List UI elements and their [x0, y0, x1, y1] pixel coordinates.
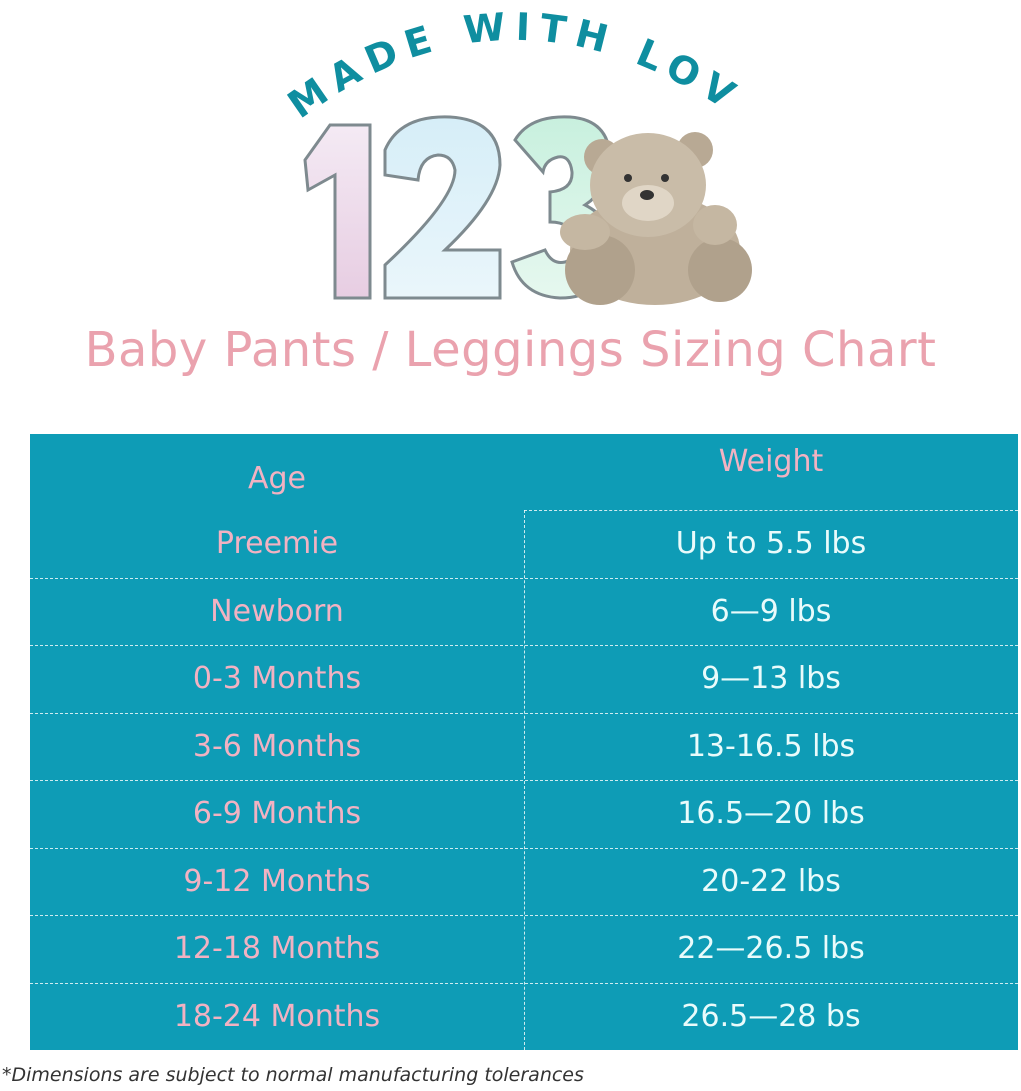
- table-row: 0-3 Months 9—13 lbs: [30, 645, 1018, 713]
- table-row: 3-6 Months 13-16.5 lbs: [30, 713, 1018, 781]
- row-divider: [30, 982, 1018, 984]
- row-divider: [30, 780, 1018, 781]
- header-age: Age: [247, 461, 307, 496]
- row-divider: [30, 712, 1018, 714]
- row-divider: [524, 510, 1018, 511]
- age-cell: 12-18 Months: [173, 931, 381, 967]
- header-weight: Weight: [718, 444, 824, 479]
- row-divider: [30, 577, 1018, 579]
- logo-arc-text: MADE WITH LOVE: [260, 0, 750, 127]
- row-divider: [30, 645, 1018, 646]
- age-cell: Newborn: [210, 593, 344, 629]
- table-row: 6-9 Months 16.5—20 lbs: [30, 780, 1018, 848]
- teddy-bear-icon: [560, 132, 752, 305]
- row-divider: [30, 847, 1018, 849]
- footnote: *Dimensions are subject to normal manufa…: [2, 1064, 584, 1086]
- row-divider: [30, 915, 1018, 916]
- age-cell: 6-9 Months: [192, 796, 362, 832]
- weight-cell: 6—9 lbs: [710, 593, 832, 629]
- table-row: 12-18 Months 22—26.5 lbs: [30, 915, 1018, 983]
- weight-cell: 26.5—28 bs: [681, 998, 861, 1034]
- weight-cell: 9—13 lbs: [701, 661, 841, 697]
- age-cell: 0-3 Months: [192, 661, 362, 697]
- age-cell: 3-6 Months: [192, 728, 362, 764]
- table-row: Preemie Up to 5.5 lbs: [30, 510, 1018, 578]
- weight-cell: 22—26.5 lbs: [677, 931, 865, 967]
- weight-cell: Up to 5.5 lbs: [675, 526, 867, 562]
- table-row: 9-12 Months 20-22 lbs: [30, 848, 1018, 916]
- table-row: 18-24 Months 26.5—28 bs: [30, 983, 1018, 1051]
- sizing-table: Age Weight Preemie Up to 5.5 lbs Newborn 6—…: [30, 434, 1018, 1050]
- table-row: Newborn 6—9 lbs: [30, 578, 1018, 646]
- table-header-row: Age Weight: [30, 434, 1018, 510]
- weight-cell: 16.5—20 lbs: [677, 796, 865, 832]
- age-cell: 9-12 Months: [183, 863, 371, 899]
- page-title: Baby Pants / Leggings Sizing Chart: [84, 322, 937, 378]
- weight-cell: 13-16.5 lbs: [686, 728, 856, 764]
- brand-logo: MADE WITH LOVE: [260, 0, 752, 305]
- weight-cell: 20-22 lbs: [701, 863, 841, 899]
- age-cell: Preemie: [215, 526, 339, 562]
- age-cell: 18-24 Months: [173, 998, 381, 1034]
